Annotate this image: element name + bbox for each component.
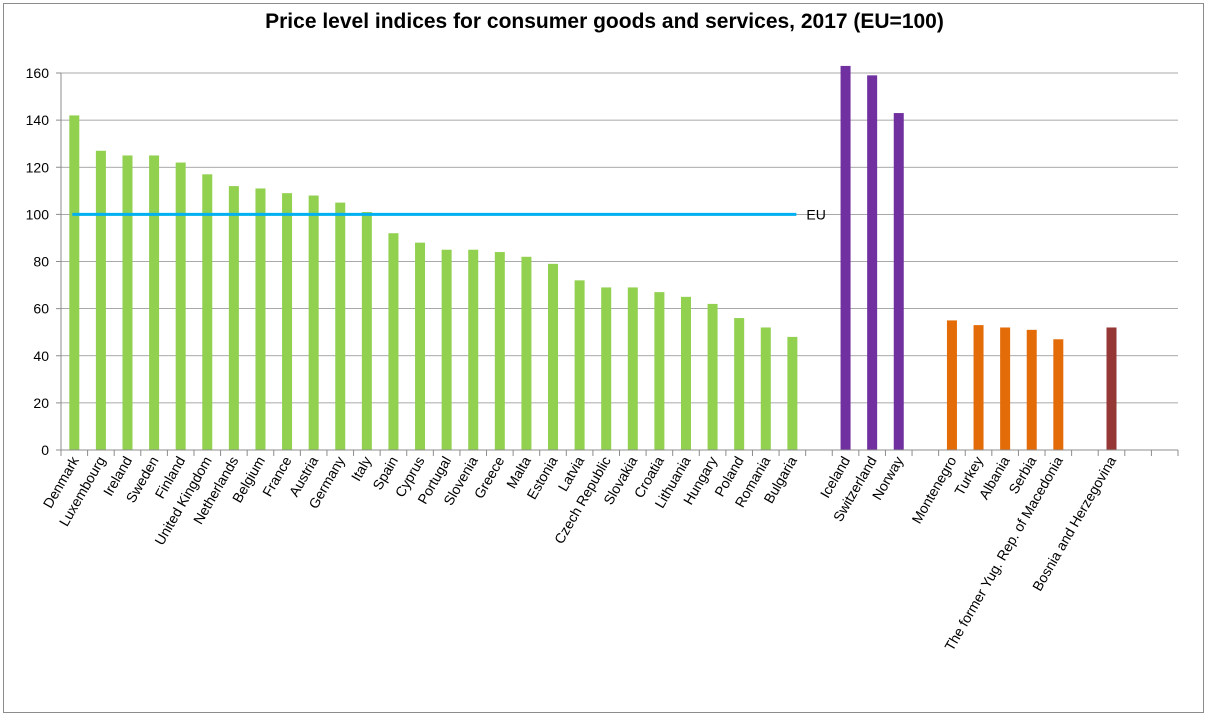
bar [95, 150, 106, 450]
bar [601, 287, 612, 450]
bar [654, 292, 665, 450]
bar [202, 174, 213, 450]
bar [468, 249, 479, 450]
bar [415, 242, 426, 450]
bar [734, 318, 745, 450]
bar [228, 186, 239, 450]
bar [973, 325, 984, 450]
bar [494, 252, 505, 450]
bar [760, 327, 771, 450]
bar [308, 195, 319, 450]
bar [1053, 339, 1064, 450]
bar [867, 75, 878, 450]
bar [548, 263, 559, 450]
eu-reference-label: EU [806, 206, 825, 222]
y-tick-label: 120 [26, 159, 50, 175]
bar [122, 155, 133, 450]
bar [627, 287, 638, 450]
bar [521, 256, 532, 450]
bar [335, 202, 346, 450]
bar [255, 188, 266, 451]
eu-reference: EU [72, 206, 826, 222]
bar [1000, 327, 1011, 450]
bar [787, 336, 798, 450]
y-tick-label: 140 [26, 112, 50, 128]
bars [69, 65, 1117, 451]
bar [441, 249, 452, 450]
bar [574, 280, 585, 450]
bar [1106, 327, 1117, 450]
grid-lines [61, 72, 1178, 404]
category-label: Italy [348, 454, 375, 484]
bar [149, 155, 160, 450]
bar [69, 115, 80, 450]
y-tick-label: 100 [26, 206, 50, 222]
bar [680, 296, 691, 450]
y-axis-ticks: 0 20 40 60 80 100 120 140 160 [26, 65, 62, 458]
bar [893, 113, 904, 451]
bar [361, 212, 372, 450]
y-tick-label: 20 [33, 395, 49, 411]
bar [175, 162, 186, 450]
bar [282, 193, 293, 450]
bar [840, 65, 851, 451]
y-tick-label: 160 [26, 65, 50, 81]
y-tick-label: 40 [33, 348, 49, 364]
category-labels: DenmarkLuxembourgIrelandSwedenFinlandUni… [40, 453, 1120, 654]
y-tick-label: 60 [33, 301, 49, 317]
bar [707, 303, 718, 450]
x-axis [60, 449, 1179, 456]
bar [388, 233, 399, 450]
y-tick-label: 0 [41, 442, 49, 458]
chart-title: Price level indices for consumer goods a… [265, 10, 944, 33]
y-tick-label: 80 [33, 254, 49, 270]
bar [946, 320, 957, 450]
bar [1026, 329, 1037, 450]
